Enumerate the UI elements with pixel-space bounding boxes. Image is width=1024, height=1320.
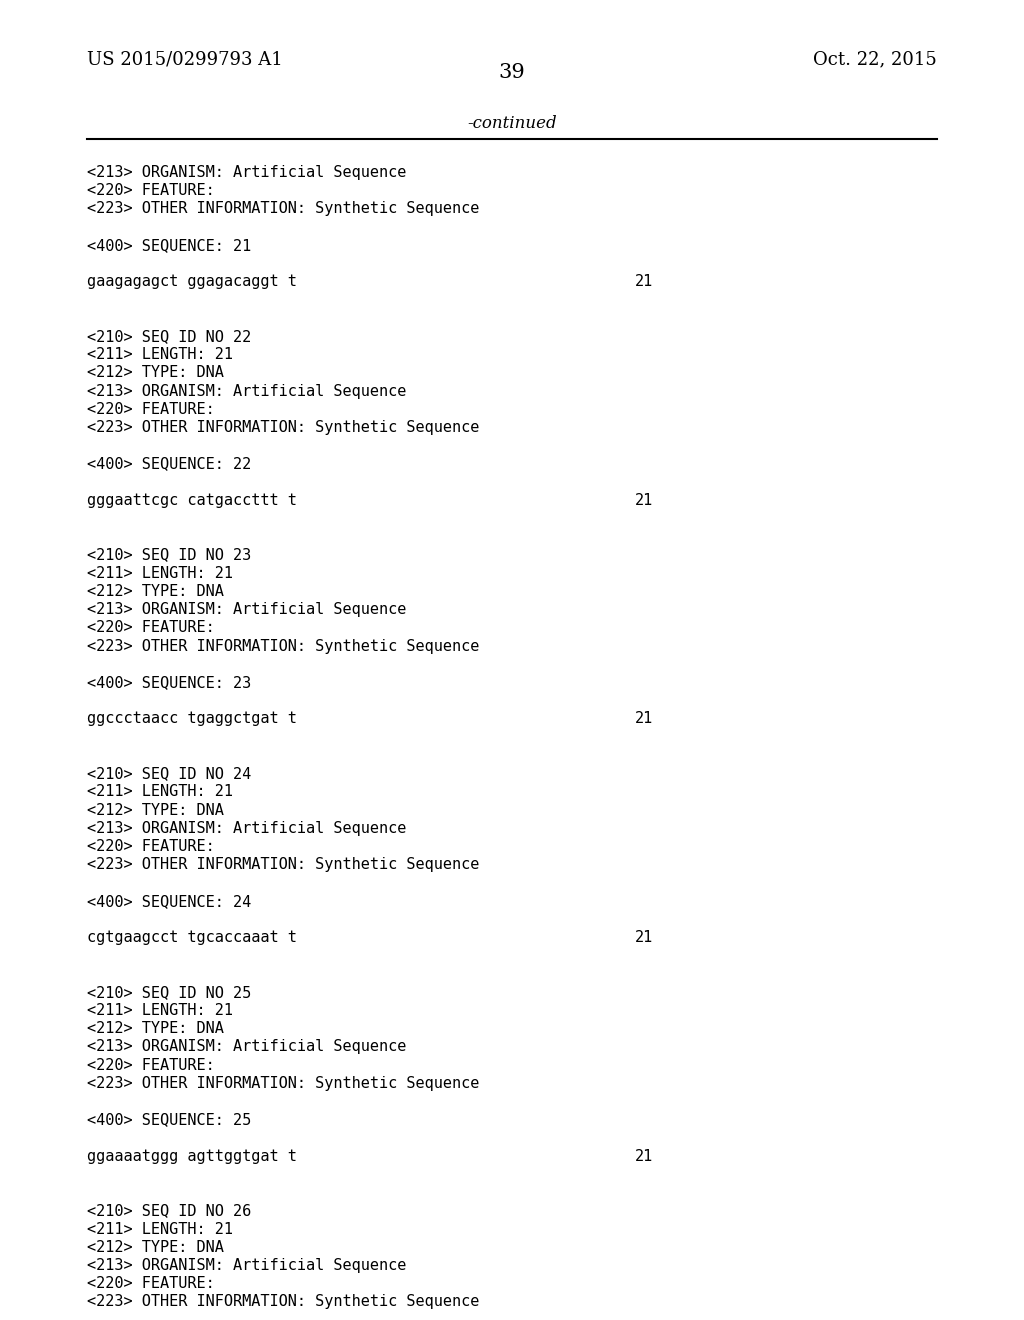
- Text: <211> LENGTH: 21: <211> LENGTH: 21: [87, 1221, 233, 1237]
- Text: <211> LENGTH: 21: <211> LENGTH: 21: [87, 1003, 233, 1018]
- Text: <400> SEQUENCE: 21: <400> SEQUENCE: 21: [87, 238, 251, 253]
- Text: <213> ORGANISM: Artificial Sequence: <213> ORGANISM: Artificial Sequence: [87, 1258, 407, 1272]
- Text: <212> TYPE: DNA: <212> TYPE: DNA: [87, 1022, 224, 1036]
- Text: <220> FEATURE:: <220> FEATURE:: [87, 183, 215, 198]
- Text: <223> OTHER INFORMATION: Synthetic Sequence: <223> OTHER INFORMATION: Synthetic Seque…: [87, 857, 479, 873]
- Text: <210> SEQ ID NO 22: <210> SEQ ID NO 22: [87, 329, 251, 345]
- Text: 21: 21: [635, 931, 653, 945]
- Text: 39: 39: [499, 63, 525, 82]
- Text: 21: 21: [635, 1148, 653, 1164]
- Text: <400> SEQUENCE: 24: <400> SEQUENCE: 24: [87, 894, 251, 908]
- Text: <210> SEQ ID NO 23: <210> SEQ ID NO 23: [87, 548, 251, 562]
- Text: <211> LENGTH: 21: <211> LENGTH: 21: [87, 566, 233, 581]
- Text: <220> FEATURE:: <220> FEATURE:: [87, 840, 215, 854]
- Text: <213> ORGANISM: Artificial Sequence: <213> ORGANISM: Artificial Sequence: [87, 821, 407, 836]
- Text: <220> FEATURE:: <220> FEATURE:: [87, 401, 215, 417]
- Text: cgtgaagcct tgcaccaaat t: cgtgaagcct tgcaccaaat t: [87, 931, 297, 945]
- Text: <210> SEQ ID NO 26: <210> SEQ ID NO 26: [87, 1204, 251, 1218]
- Text: <223> OTHER INFORMATION: Synthetic Sequence: <223> OTHER INFORMATION: Synthetic Seque…: [87, 420, 479, 436]
- Text: <220> FEATURE:: <220> FEATURE:: [87, 1276, 215, 1291]
- Text: <213> ORGANISM: Artificial Sequence: <213> ORGANISM: Artificial Sequence: [87, 602, 407, 618]
- Text: 21: 21: [635, 275, 653, 289]
- Text: 21: 21: [635, 711, 653, 726]
- Text: <212> TYPE: DNA: <212> TYPE: DNA: [87, 366, 224, 380]
- Text: <212> TYPE: DNA: <212> TYPE: DNA: [87, 803, 224, 817]
- Text: <220> FEATURE:: <220> FEATURE:: [87, 1057, 215, 1073]
- Text: <213> ORGANISM: Artificial Sequence: <213> ORGANISM: Artificial Sequence: [87, 384, 407, 399]
- Text: <211> LENGTH: 21: <211> LENGTH: 21: [87, 347, 233, 362]
- Text: <220> FEATURE:: <220> FEATURE:: [87, 620, 215, 635]
- Text: <223> OTHER INFORMATION: Synthetic Sequence: <223> OTHER INFORMATION: Synthetic Seque…: [87, 1295, 479, 1309]
- Text: <223> OTHER INFORMATION: Synthetic Sequence: <223> OTHER INFORMATION: Synthetic Seque…: [87, 639, 479, 653]
- Text: ggccctaacc tgaggctgat t: ggccctaacc tgaggctgat t: [87, 711, 297, 726]
- Text: -continued: -continued: [467, 115, 557, 132]
- Text: gaagagagct ggagacaggt t: gaagagagct ggagacaggt t: [87, 275, 297, 289]
- Text: <210> SEQ ID NO 24: <210> SEQ ID NO 24: [87, 766, 251, 781]
- Text: gggaattcgc catgaccttt t: gggaattcgc catgaccttt t: [87, 492, 297, 508]
- Text: <400> SEQUENCE: 25: <400> SEQUENCE: 25: [87, 1113, 251, 1127]
- Text: ggaaaatggg agttggtgat t: ggaaaatggg agttggtgat t: [87, 1148, 297, 1164]
- Text: <210> SEQ ID NO 25: <210> SEQ ID NO 25: [87, 985, 251, 999]
- Text: US 2015/0299793 A1: US 2015/0299793 A1: [87, 50, 283, 69]
- Text: <213> ORGANISM: Artificial Sequence: <213> ORGANISM: Artificial Sequence: [87, 1039, 407, 1055]
- Text: <212> TYPE: DNA: <212> TYPE: DNA: [87, 1239, 224, 1255]
- Text: 21: 21: [635, 492, 653, 508]
- Text: Oct. 22, 2015: Oct. 22, 2015: [813, 50, 937, 69]
- Text: <400> SEQUENCE: 22: <400> SEQUENCE: 22: [87, 457, 251, 471]
- Text: <211> LENGTH: 21: <211> LENGTH: 21: [87, 784, 233, 800]
- Text: <212> TYPE: DNA: <212> TYPE: DNA: [87, 583, 224, 599]
- Text: <223> OTHER INFORMATION: Synthetic Sequence: <223> OTHER INFORMATION: Synthetic Seque…: [87, 1076, 479, 1090]
- Text: <213> ORGANISM: Artificial Sequence: <213> ORGANISM: Artificial Sequence: [87, 165, 407, 180]
- Text: <400> SEQUENCE: 23: <400> SEQUENCE: 23: [87, 675, 251, 690]
- Text: <223> OTHER INFORMATION: Synthetic Sequence: <223> OTHER INFORMATION: Synthetic Seque…: [87, 202, 479, 216]
